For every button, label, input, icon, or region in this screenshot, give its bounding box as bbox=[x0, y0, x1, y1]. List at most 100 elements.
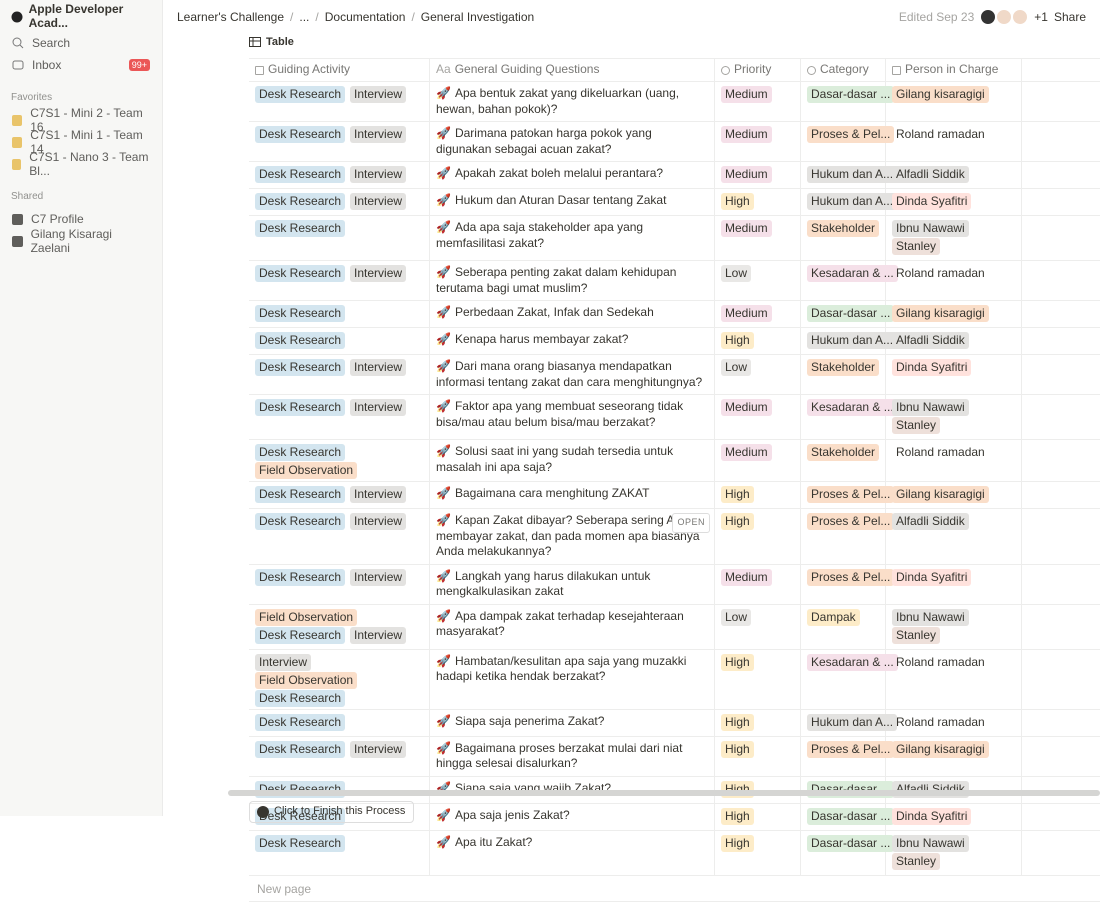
question: Apa dampak zakat terhadap kesejahteraan … bbox=[436, 609, 684, 639]
column-header[interactable]: Guiding Activity bbox=[249, 59, 430, 81]
question-cell[interactable]: 🚀Langkah yang harus dilakukan untuk meng… bbox=[430, 565, 715, 604]
question: Hambatan/kesulitan apa saja yang muzakki… bbox=[436, 654, 686, 684]
logo bbox=[10, 9, 23, 23]
sidebar-item[interactable]: C7S1 - Nano 3 - Team Bl... bbox=[0, 153, 162, 175]
icon bbox=[249, 37, 261, 47]
question-cell[interactable]: 🚀Apa dampak zakat terhadap kesejahteraan… bbox=[430, 605, 715, 649]
icon bbox=[12, 159, 21, 170]
tag: Kesadaran & ... bbox=[807, 654, 898, 671]
footer-button[interactable]: Click to Finish this Process bbox=[249, 801, 414, 823]
person-cell: Roland ramadan bbox=[886, 710, 1022, 736]
empty-cell bbox=[1022, 710, 1100, 736]
column-icon bbox=[892, 66, 901, 75]
tag: Kesadaran & ... bbox=[807, 399, 898, 416]
avatar bbox=[1012, 9, 1028, 25]
question-cell[interactable]: 🚀Apa saja jenis Zakat? bbox=[430, 804, 715, 830]
tag: Interview bbox=[350, 86, 406, 103]
table-row[interactable]: Desk Research🚀Ada apa saja stakeholder a… bbox=[249, 216, 1100, 261]
crumb[interactable]: ... bbox=[299, 10, 309, 24]
question: Apa saja jenis Zakat? bbox=[455, 808, 570, 822]
tag: Hukum dan A... bbox=[807, 193, 897, 210]
person-cell: Roland ramadan bbox=[886, 261, 1022, 300]
sidebar-item[interactable]: Gilang Kisaragi Zaelani bbox=[0, 230, 162, 252]
tag: Low bbox=[721, 609, 751, 626]
column-header[interactable]: Priority bbox=[715, 59, 801, 81]
crumb[interactable]: General Investigation bbox=[421, 10, 534, 24]
tag: Ibnu Nawawi bbox=[892, 835, 969, 852]
question-cell[interactable]: 🚀Siapa saja penerima Zakat? bbox=[430, 710, 715, 736]
scrollbar[interactable] bbox=[228, 790, 1100, 796]
table-row[interactable]: InterviewField ObservationDesk Research🚀… bbox=[249, 650, 1100, 710]
crumb[interactable]: Documentation bbox=[325, 10, 406, 24]
priority-cell: Medium bbox=[715, 440, 801, 481]
table-row[interactable]: Desk Research🚀Siapa saja penerima Zakat?… bbox=[249, 710, 1100, 737]
share[interactable]: Share bbox=[1054, 10, 1086, 24]
column-icon bbox=[807, 66, 816, 75]
column-header[interactable]: Category bbox=[801, 59, 886, 81]
column-header bbox=[1022, 59, 1100, 81]
tag: Hukum dan A... bbox=[807, 166, 897, 183]
tag: Desk Research bbox=[255, 305, 345, 322]
tag: Hukum dan A... bbox=[807, 714, 897, 731]
question-cell[interactable]: 🚀Ada apa saja stakeholder apa yang memfa… bbox=[430, 216, 715, 260]
tag: Roland ramadan bbox=[892, 126, 989, 143]
question-cell[interactable]: 🚀Hambatan/kesulitan apa saja yang muzakk… bbox=[430, 650, 715, 709]
question-cell[interactable]: 🚀Apa itu Zakat? bbox=[430, 831, 715, 875]
question-cell[interactable]: 🚀Kenapa harus membayar zakat? bbox=[430, 328, 715, 354]
table-row[interactable]: Desk Research 🚀Perbedaan Zakat, Infak dan… bbox=[249, 301, 1100, 328]
new-page[interactable]: New page bbox=[249, 876, 1100, 902]
tag: Medium bbox=[721, 86, 772, 103]
empty-cell bbox=[1022, 605, 1100, 649]
question-cell[interactable]: 🚀Hukum dan Aturan Dasar tentang Zakat bbox=[430, 189, 715, 215]
table-row[interactable]: Desk ResearchField Observation🚀Solusi sa… bbox=[249, 440, 1100, 482]
question: Seberapa penting zakat dalam kehidupan t… bbox=[436, 265, 676, 295]
separator: / bbox=[315, 10, 318, 24]
table-row[interactable]: Desk Research🚀Kenapa harus membayar zaka… bbox=[249, 328, 1100, 355]
tag: Dinda Syafitri bbox=[892, 193, 971, 210]
open-button[interactable]: OPEN bbox=[672, 513, 710, 533]
question-cell[interactable]: 🚀Darimana patokan harga pokok yang digun… bbox=[430, 122, 715, 161]
tag: Roland ramadan bbox=[892, 714, 989, 731]
icon: 🚀 bbox=[436, 569, 451, 583]
column-header[interactable]: Person in Charge bbox=[886, 59, 1022, 81]
tag: Stanley bbox=[892, 627, 940, 644]
question-cell[interactable]: 🚀Bagaimana proses berzakat mulai dari ni… bbox=[430, 737, 715, 776]
question-cell[interactable]: 🚀Dari mana orang biasanya mendapatkan in… bbox=[430, 355, 715, 394]
category-cell: Kesadaran & ... bbox=[801, 395, 886, 439]
label: Gilang Kisaragi Zaelani bbox=[31, 227, 150, 255]
empty-cell bbox=[1022, 189, 1100, 215]
question-cell[interactable]: 🚀Apa bentuk zakat yang dikeluarkan (uang… bbox=[430, 82, 715, 121]
category-cell: Dasar-dasar ... bbox=[801, 804, 886, 830]
tag: Dasar-dasar ... bbox=[807, 86, 894, 103]
workspace[interactable]: Apple Developer Acad... bbox=[0, 0, 162, 32]
crumb[interactable]: Learner's Challenge bbox=[177, 10, 284, 24]
tag: Dinda Syafitri bbox=[892, 359, 971, 376]
view-tab[interactable]: Table bbox=[249, 36, 294, 48]
category-cell: Proses & Pel... bbox=[801, 122, 886, 161]
question-cell[interactable]: 🚀Bagaimana cara menghitung ZAKAT bbox=[430, 482, 715, 508]
question-cell[interactable]: 🚀Seberapa penting zakat dalam kehidupan … bbox=[430, 261, 715, 300]
search[interactable]: Search bbox=[0, 32, 162, 54]
question-cell[interactable]: 🚀Solusi saat ini yang sudah tersedia unt… bbox=[430, 440, 715, 481]
question-cell[interactable]: 🚀Perbedaan Zakat, Infak dan Sedekah bbox=[430, 301, 715, 327]
question-cell[interactable]: 🚀Faktor apa yang membuat seseorang tidak… bbox=[430, 395, 715, 439]
question-cell[interactable]: 🚀Kapan Zakat dibayar? Seberapa sering An… bbox=[430, 509, 715, 564]
question-cell[interactable]: 🚀Apakah zakat boleh melalui perantara? bbox=[430, 162, 715, 188]
question: Apa itu Zakat? bbox=[455, 835, 532, 849]
